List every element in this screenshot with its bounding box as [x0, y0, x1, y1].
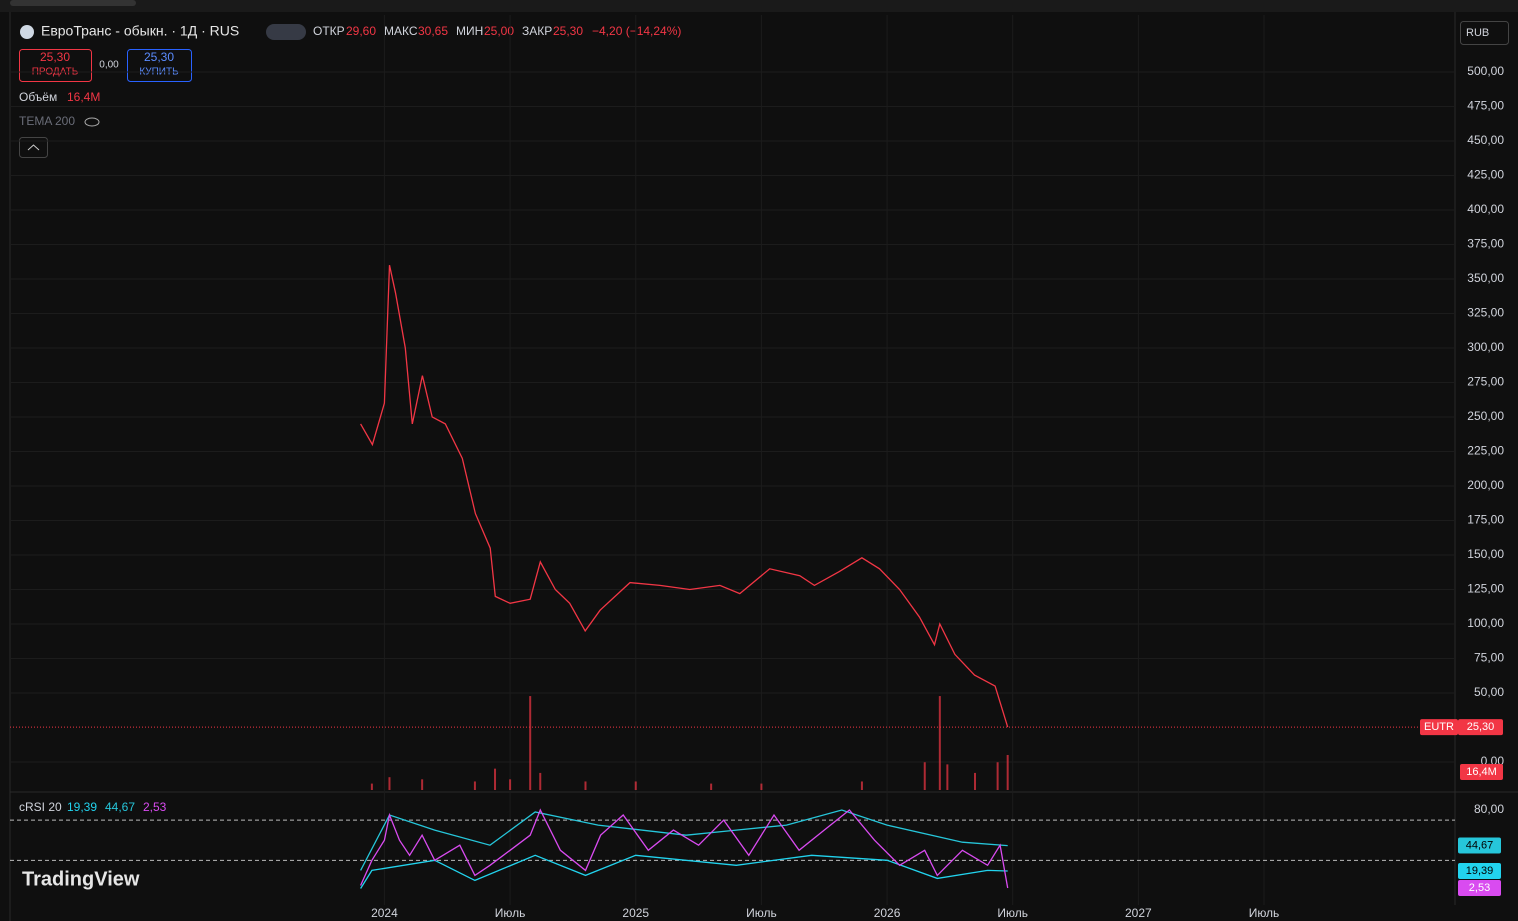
collapse-button[interactable] — [19, 137, 48, 158]
visibility-toggle[interactable] — [266, 24, 306, 40]
volume-bar — [923, 762, 926, 790]
volume-bar — [539, 772, 542, 790]
y-tick-label: 450,00 — [1467, 133, 1504, 147]
indicator-legend-value: 2,53 — [143, 800, 167, 814]
open-label: ОТКР — [313, 24, 345, 38]
series-line — [360, 808, 1009, 889]
symbol-badge: EUTR — [1424, 721, 1454, 733]
y-tick-label: 100,00 — [1467, 616, 1504, 630]
indicator-value-label: 19,39 — [1466, 865, 1494, 877]
search[interactable] — [10, 0, 136, 6]
y-tick-label: 225,00 — [1467, 444, 1504, 458]
high-value: 30,65 — [418, 24, 448, 38]
x-tick-label: 2024 — [371, 906, 398, 920]
volume-bar — [996, 762, 999, 790]
symbol-title[interactable]: ЕвроТранс - обыкн. · 1Д · RUS — [41, 23, 239, 39]
volume-bar — [938, 696, 941, 790]
currency: RUB — [1466, 27, 1489, 39]
volume-bar — [473, 781, 476, 790]
y-tick-label: 150,00 — [1467, 547, 1504, 561]
symbol-logo — [20, 25, 34, 39]
sell-button[interactable] — [19, 49, 92, 82]
y-tick-label: 350,00 — [1467, 271, 1504, 285]
y-tick-label: 500,00 — [1467, 64, 1504, 78]
volume-bar — [974, 772, 977, 790]
y-tick-label: 475,00 — [1467, 99, 1504, 113]
volume-bar — [509, 779, 512, 790]
y-tick-label: 200,00 — [1467, 478, 1504, 492]
indicator-value-label-box — [1458, 862, 1501, 879]
toolbar-strip — [0, 0, 1518, 12]
volume-bar — [946, 764, 949, 790]
indicator-value-label: 44,67 — [1466, 839, 1494, 851]
low-label: МИН — [456, 24, 483, 38]
x-tick-label: 2026 — [874, 906, 901, 920]
x-tick-label: 2027 — [1125, 906, 1152, 920]
indicator-value-label: 2,53 — [1469, 882, 1490, 894]
tema-legend[interactable]: TEMA 200 — [19, 114, 75, 128]
y-tick-label: 425,00 — [1467, 168, 1504, 182]
buy-price: 25,30 — [144, 50, 174, 64]
volume-bar — [388, 777, 391, 790]
y-tick-label: 375,00 — [1467, 237, 1504, 251]
indicator-title: cRSI 20 — [19, 800, 62, 814]
series-line — [360, 809, 1008, 871]
indicator-value-label-box — [1458, 837, 1501, 854]
y-tick-label: 125,00 — [1467, 582, 1504, 596]
x-tick-label: Июль — [746, 906, 777, 920]
last-price-label-box — [1458, 719, 1503, 736]
x-tick-label: Июль — [1249, 906, 1280, 920]
volume-bar — [634, 781, 637, 790]
series-line — [360, 265, 1009, 728]
collapse-icon — [27, 144, 40, 151]
indicator-legend-value: 19,39 — [67, 800, 97, 814]
symbol-badge-box — [1420, 719, 1458, 736]
buy-button[interactable] — [127, 49, 192, 82]
sell-price: 25,30 — [40, 50, 70, 64]
y-tick-label: 250,00 — [1467, 409, 1504, 423]
high-label: МАКС — [384, 24, 418, 38]
volume-bar — [710, 783, 713, 790]
brand: TradingView — [22, 868, 140, 890]
x-tick-label: 2025 — [622, 906, 649, 920]
currency-button[interactable] — [1460, 21, 1509, 45]
indicator-legend-value: 44,67 — [105, 800, 135, 814]
y-tick-label: 80,00 — [1474, 802, 1504, 816]
volume-bar — [421, 779, 424, 790]
change-value: −4,20 (−14,24%) — [592, 24, 681, 38]
last-price-label: 25,30 — [1467, 721, 1495, 733]
volume-legend-label: Объём — [19, 90, 57, 104]
volume-bar — [584, 781, 587, 790]
close-value: 25,30 — [553, 24, 583, 38]
volume-label: 16,4M — [1466, 766, 1497, 778]
spread: 0,00 — [99, 60, 119, 71]
volume-bar — [529, 696, 532, 790]
volume-bar — [860, 781, 863, 790]
x-tick-label: Июль — [997, 906, 1028, 920]
x-tick-label: Июль — [495, 906, 526, 920]
volume-bar — [494, 768, 497, 790]
indicator-value-label-box — [1458, 879, 1501, 896]
y-tick-label: 175,00 — [1467, 513, 1504, 527]
y-tick-label: 300,00 — [1467, 340, 1504, 354]
open-value: 29,60 — [346, 24, 376, 38]
y-tick-label: 75,00 — [1474, 651, 1504, 665]
volume-bar — [370, 783, 373, 790]
hide-icon[interactable] — [84, 117, 100, 127]
close-label: ЗАКР — [522, 24, 552, 38]
volume-bar — [760, 783, 763, 790]
volume-label-box — [1460, 764, 1503, 780]
y-tick-label: 50,00 — [1474, 685, 1504, 699]
y-tick-label: 325,00 — [1467, 306, 1504, 320]
low-value: 25,00 — [484, 24, 514, 38]
y-tick-label: 400,00 — [1467, 202, 1504, 216]
plots: 2024 Июль 2025 Июль 2026 Июль 2027 Июль 0,00 50,0… — [10, 15, 1504, 920]
volume-legend-value: 16,4M — [67, 90, 100, 104]
volume-bar — [1006, 754, 1009, 790]
y-tick-label: 275,00 — [1467, 375, 1504, 389]
